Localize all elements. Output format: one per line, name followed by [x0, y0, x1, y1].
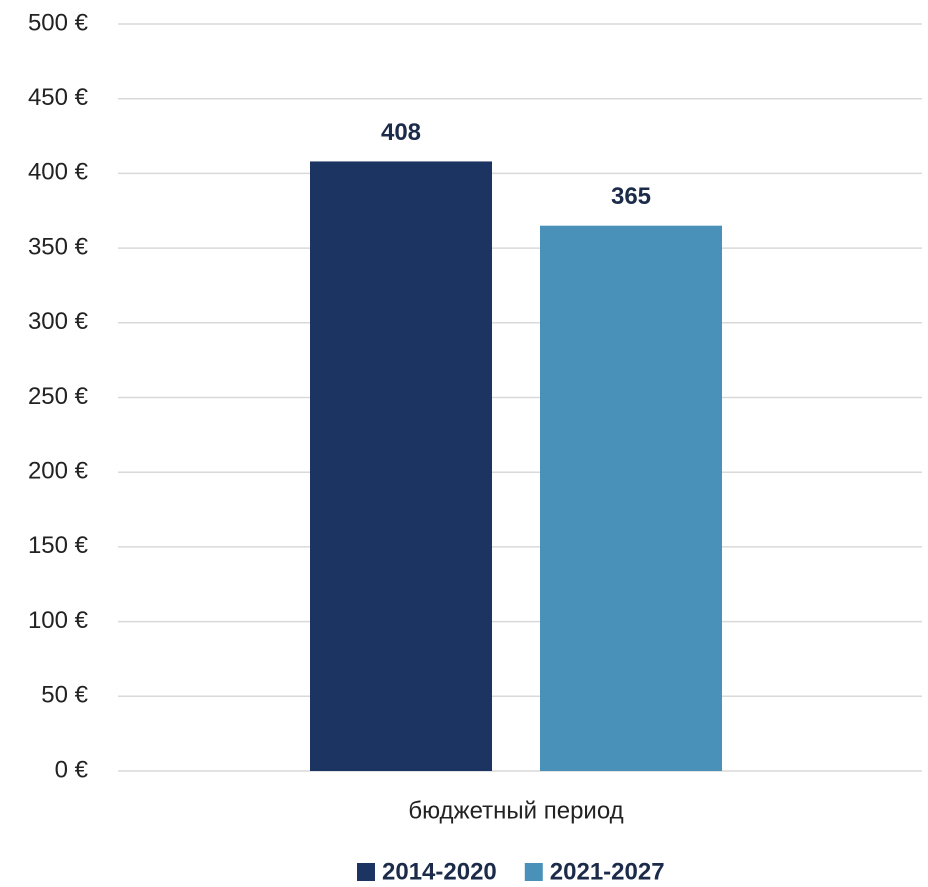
y-tick-label: 150 € — [28, 532, 89, 559]
data-label: 408 — [381, 119, 421, 146]
y-tick-label: 100 € — [28, 607, 89, 634]
y-tick-label: 300 € — [28, 308, 89, 335]
y-tick-label: 450 € — [28, 84, 89, 111]
data-label: 365 — [611, 183, 651, 210]
bar — [540, 225, 722, 771]
y-tick-label: 0 € — [55, 756, 89, 783]
y-tick-label: 500 € — [28, 9, 89, 36]
y-tick-label: 250 € — [28, 383, 89, 410]
y-tick-label: 200 € — [28, 458, 89, 485]
bar — [310, 161, 492, 771]
legend-label: 2021-2027 — [550, 858, 665, 885]
y-tick-label: 400 € — [28, 159, 89, 186]
y-tick-label: 350 € — [28, 233, 89, 260]
legend-label: 2014-2020 — [382, 858, 497, 885]
y-tick-label: 50 € — [41, 682, 88, 709]
legend-swatch — [524, 863, 543, 881]
legend-swatch — [357, 863, 375, 881]
x-tick-label: бюджетный период — [408, 797, 623, 824]
